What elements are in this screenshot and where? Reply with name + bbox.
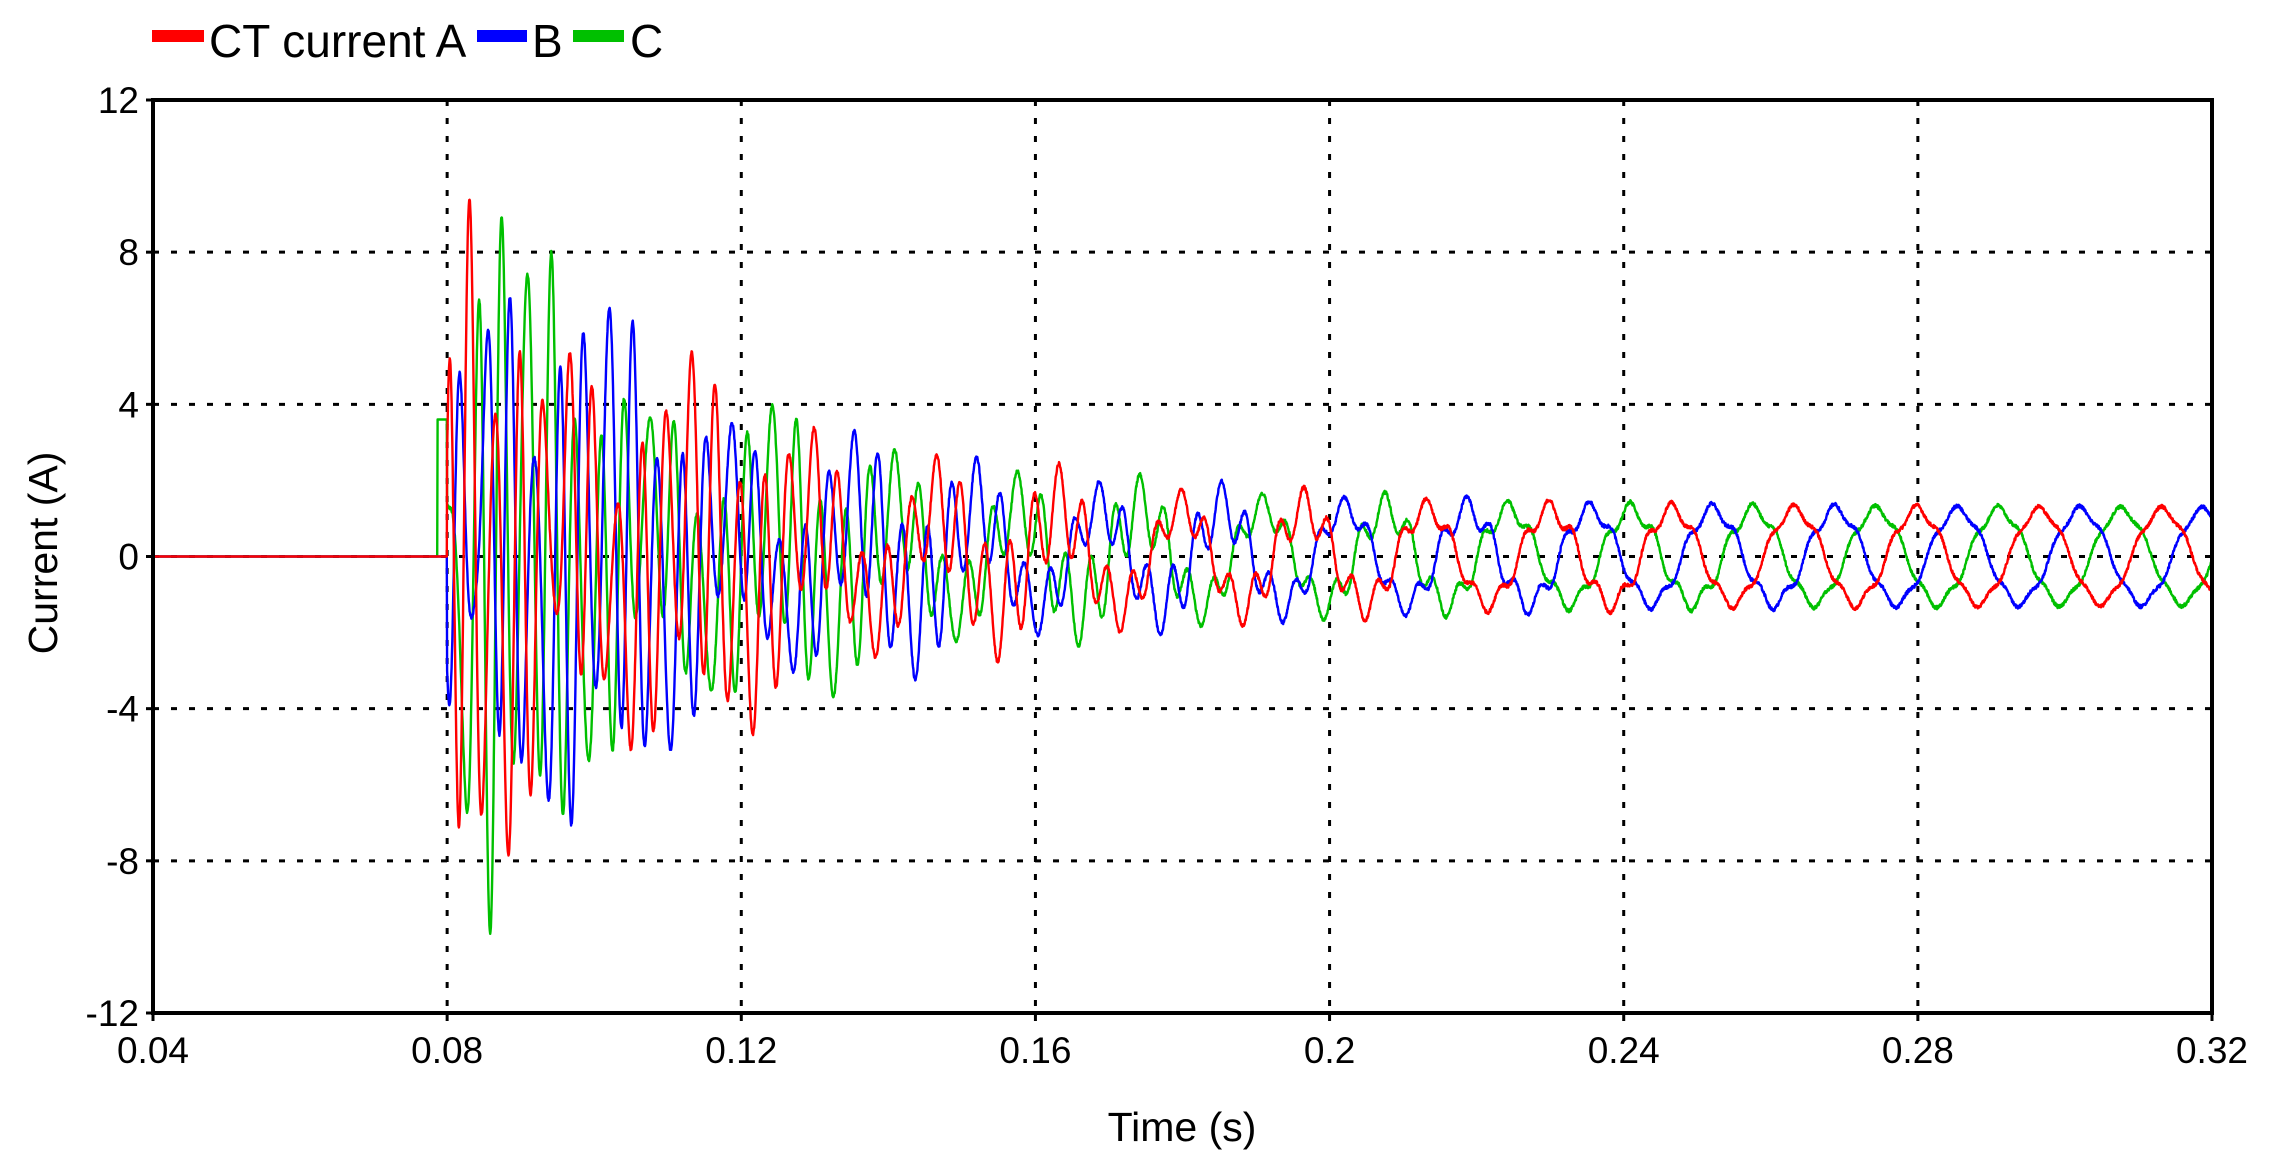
legend: CT current A B C xyxy=(152,15,663,67)
x-tick-label: 0.08 xyxy=(411,1030,483,1071)
series-line-c xyxy=(152,216,2214,935)
y-axis: 12 8 4 0 -4 -8 -12 xyxy=(86,80,153,1034)
x-tick-label: 0.28 xyxy=(1882,1030,1954,1071)
y-tick-label: 12 xyxy=(98,80,139,121)
y-tick-label: -8 xyxy=(106,841,139,882)
x-axis: 0.04 0.08 0.12 0.16 0.2 0.24 0.28 0.32 xyxy=(117,1013,2248,1071)
legend-label-b: B xyxy=(532,15,563,67)
series-line-b xyxy=(152,297,2213,827)
x-tick-label: 0.32 xyxy=(2176,1030,2248,1071)
x-tick-label: 0.24 xyxy=(1588,1030,1660,1071)
legend-swatch-c xyxy=(573,30,624,42)
y-tick-label: 0 xyxy=(118,537,139,578)
y-axis-title: Current (A) xyxy=(20,452,66,655)
x-tick-label: 0.16 xyxy=(999,1030,1071,1071)
legend-swatch-b xyxy=(477,30,527,42)
grid xyxy=(153,100,2212,1013)
y-tick-label: 8 xyxy=(118,232,139,273)
legend-label-a: CT current A xyxy=(209,15,467,67)
y-tick-label: 4 xyxy=(118,384,139,425)
x-axis-title: Time (s) xyxy=(1108,1104,1257,1150)
traces xyxy=(152,198,2214,935)
legend-label-c: C xyxy=(630,15,663,67)
y-tick-label: -12 xyxy=(86,993,139,1034)
series-line-a xyxy=(152,198,2213,857)
y-tick-label: -4 xyxy=(106,689,139,730)
x-tick-label: 0.2 xyxy=(1304,1030,1355,1071)
x-tick-label: 0.12 xyxy=(705,1030,777,1071)
x-tick-label: 0.04 xyxy=(117,1030,189,1071)
legend-swatch-a xyxy=(152,30,204,42)
